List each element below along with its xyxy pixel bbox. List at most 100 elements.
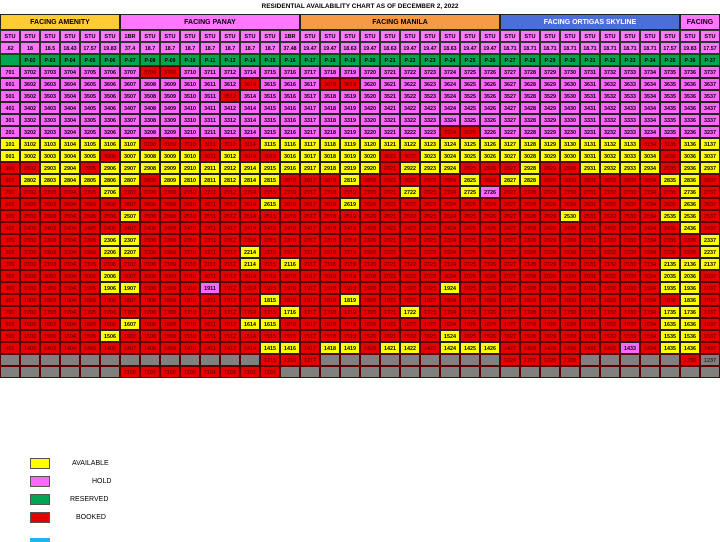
unit-cell[interactable]: 3332 <box>600 114 620 126</box>
unit-cell[interactable]: 3609 <box>160 78 180 90</box>
unit-cell[interactable]: 3606 <box>100 78 120 90</box>
unit-cell[interactable]: 3219 <box>340 126 360 138</box>
unit-cell[interactable]: 3529 <box>540 90 560 102</box>
unit-cell[interactable]: 3519 <box>340 90 360 102</box>
unit-cell[interactable]: 1936 <box>680 282 700 294</box>
unit-cell[interactable]: 2812 <box>220 174 240 186</box>
unit-cell[interactable]: 3517 <box>300 90 320 102</box>
unit-cell[interactable]: 3214 <box>240 126 260 138</box>
unit-cell[interactable]: 3236 <box>680 126 700 138</box>
unit-cell[interactable]: 3125 <box>460 138 480 150</box>
unit-cell[interactable]: 3720 <box>360 66 380 78</box>
unit-cell[interactable]: 3724 <box>440 66 460 78</box>
unit-cell[interactable]: 2918 <box>320 162 340 174</box>
unit-cell[interactable]: 3631 <box>580 78 600 90</box>
unit-cell[interactable]: 3007 <box>120 150 140 162</box>
unit-cell[interactable]: 3511 <box>200 90 220 102</box>
unit-cell[interactable]: 3626 <box>480 78 500 90</box>
unit-cell[interactable]: 3506 <box>100 90 120 102</box>
unit-cell[interactable]: 2136 <box>680 258 700 270</box>
unit-cell[interactable]: 3409 <box>160 102 180 114</box>
unit-cell[interactable]: 2835 <box>660 174 680 186</box>
unit-cell[interactable]: 3016 <box>280 150 300 162</box>
unit-cell[interactable]: 3710 <box>180 66 200 78</box>
unit-cell[interactable]: 3634 <box>640 78 660 90</box>
unit-cell[interactable]: 1424 <box>440 342 460 354</box>
unit-cell[interactable]: 3027 <box>500 150 520 162</box>
unit-cell[interactable]: 3423 <box>420 102 440 114</box>
unit-cell[interactable]: 3510 <box>180 90 200 102</box>
unit-cell[interactable]: 3610 <box>180 78 200 90</box>
unit-cell[interactable]: 3132 <box>600 138 620 150</box>
unit-cell[interactable]: 3032 <box>600 150 620 162</box>
unit-cell[interactable]: 2615 <box>260 198 280 210</box>
unit-cell[interactable]: 3603 <box>40 78 60 90</box>
unit-cell[interactable]: 3325 <box>460 114 480 126</box>
unit-cell[interactable]: 2135 <box>660 258 680 270</box>
unit-cell[interactable]: 3017 <box>300 150 320 162</box>
unit-cell[interactable]: 1819 <box>340 294 360 306</box>
unit-cell[interactable]: 3435 <box>660 102 680 114</box>
unit-cell[interactable]: 2910 <box>180 162 200 174</box>
unit-cell[interactable]: 3012 <box>220 150 240 162</box>
unit-cell[interactable]: 3520 <box>360 90 380 102</box>
unit-cell[interactable]: 3209 <box>160 126 180 138</box>
unit-cell[interactable]: 3330 <box>560 114 580 126</box>
unit-cell[interactable]: 3714 <box>240 66 260 78</box>
unit-cell[interactable]: 3315 <box>260 114 280 126</box>
unit-cell[interactable]: 3704 <box>60 66 80 78</box>
unit-cell[interactable]: 2923 <box>420 162 440 174</box>
unit-cell[interactable]: 1607 <box>120 318 140 330</box>
unit-cell[interactable]: 3524 <box>440 90 460 102</box>
unit-cell[interactable]: 3719 <box>340 66 360 78</box>
unit-cell[interactable]: 401 <box>0 102 20 114</box>
unit-cell[interactable]: 2924 <box>440 162 460 174</box>
unit-cell[interactable]: 3526 <box>480 90 500 102</box>
unit-cell[interactable]: 2819 <box>340 174 360 186</box>
unit-cell[interactable]: 3624 <box>440 78 460 90</box>
unit-cell[interactable]: 3508 <box>140 90 160 102</box>
unit-cell[interactable]: 3621 <box>380 78 400 90</box>
unit-cell[interactable]: 3002 <box>20 150 40 162</box>
unit-cell[interactable]: 3329 <box>540 114 560 126</box>
unit-cell[interactable]: 3434 <box>640 102 660 114</box>
unit-cell[interactable]: 3205 <box>80 126 100 138</box>
unit-cell[interactable]: 3502 <box>20 90 40 102</box>
unit-cell[interactable]: 2725 <box>460 186 480 198</box>
unit-cell[interactable]: 3411 <box>200 102 220 114</box>
unit-cell[interactable]: 2803 <box>40 174 60 186</box>
unit-cell[interactable]: 3024 <box>440 150 460 162</box>
unit-cell[interactable]: 3215 <box>260 126 280 138</box>
unit-cell[interactable]: 3233 <box>620 126 640 138</box>
unit-cell[interactable]: 2706 <box>100 186 120 198</box>
unit-cell[interactable]: 2931 <box>580 162 600 174</box>
unit-cell[interactable]: 2911 <box>200 162 220 174</box>
unit-cell[interactable]: 3028 <box>520 150 540 162</box>
unit-cell[interactable]: 3120 <box>360 138 380 150</box>
unit-cell[interactable]: 3705 <box>80 66 100 78</box>
unit-cell[interactable]: 1506 <box>100 330 120 342</box>
unit-cell[interactable]: 3611 <box>200 78 220 90</box>
unit-cell[interactable]: 3221 <box>380 126 400 138</box>
unit-cell[interactable]: 3735 <box>660 66 680 78</box>
unit-cell[interactable]: 2805 <box>80 174 100 186</box>
unit-cell[interactable]: 3034 <box>640 150 660 162</box>
unit-cell[interactable]: 3115 <box>260 138 280 150</box>
unit-cell[interactable]: 3317 <box>300 114 320 126</box>
unit-cell[interactable]: 3232 <box>600 126 620 138</box>
unit-cell[interactable]: 3319 <box>340 114 360 126</box>
unit-cell[interactable]: 1722 <box>400 306 420 318</box>
unit-cell[interactable]: 1436 <box>680 342 700 354</box>
unit-cell[interactable]: 3116 <box>280 138 300 150</box>
unit-cell[interactable]: 3231 <box>580 126 600 138</box>
unit-cell[interactable]: 2922 <box>400 162 420 174</box>
unit-cell[interactable]: 3122 <box>400 138 420 150</box>
unit-cell[interactable]: 3429 <box>540 102 560 114</box>
unit-cell[interactable]: 3733 <box>620 66 640 78</box>
unit-cell[interactable]: 3725 <box>460 66 480 78</box>
unit-cell[interactable]: 3632 <box>600 78 620 90</box>
unit-cell[interactable]: 1425 <box>460 342 480 354</box>
unit-cell[interactable]: 3307 <box>120 114 140 126</box>
unit-cell[interactable]: 3121 <box>380 138 400 150</box>
unit-cell[interactable]: 3727 <box>500 66 520 78</box>
